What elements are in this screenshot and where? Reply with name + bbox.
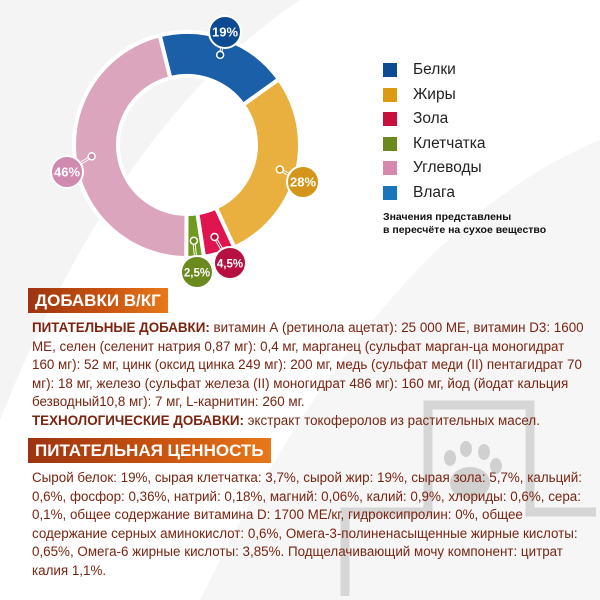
data-label: 4,5% [217,259,243,271]
label-anchor [87,152,96,161]
label-anchor [215,50,225,60]
technological-additives-label: ТЕХНОЛОГИЧЕСКИЕ ДОБАВКИ: [32,412,244,428]
data-label: 2,5% [184,268,210,280]
paw-icon [444,441,502,499]
legend-item: Зола [383,107,485,132]
data-label-badge [180,255,214,289]
donut-slice [213,76,302,251]
legend-label: Клетчатка [413,134,486,152]
nutrition-title: ПИТАТЕЛЬНАЯ ЦЕННОСТЬ [28,438,271,463]
legend-label: Белки [413,61,456,79]
nutritional-additives-text: витамин А (ретинола ацетат): 25 000 МЕ, … [32,320,584,409]
legend-swatch [383,63,397,78]
technological-additives-text: экстракт токоферолов из растительных мас… [243,412,540,428]
legend-item: Углеводы [383,156,485,181]
label-anchor [210,232,219,242]
nutritional-additives-label: ПИТАТЕЛЬНЫЕ ДОБАВКИ: [32,320,210,335]
legend-swatch [383,161,397,176]
cross-paw-watermark [340,400,596,596]
chart-note: Значения представлены в пересчёте на сух… [383,211,546,237]
label-anchor [189,236,199,246]
legend-item: Белки [383,58,485,83]
data-label-badge [50,155,84,189]
data-label: 46% [54,165,80,180]
legend-item: Клетчатка [383,132,485,157]
donut-slice [72,32,189,261]
legend-swatch [383,112,397,127]
legend-label: Зола [413,110,449,128]
additives-text: ПИТАТЕЛЬНЫЕ ДОБАВКИ: витамин А (ретинола… [32,319,588,430]
chart-legend: Белки Жиры Зола Клетчатка Углеводы Влага [383,58,485,205]
legend-swatch [383,87,397,102]
data-label: 28% [290,175,316,190]
legend-swatch [383,185,397,200]
note-line: в пересчёте на сухое вещество [383,224,547,236]
nutrition-text: Сырой белок: 19%, сырая клетчатка: 3,7%,… [32,470,582,578]
data-label-badge [208,15,242,49]
data-label-badge [213,246,247,280]
label-anchor [275,165,285,174]
data-label-badge [286,165,320,199]
note-line: Значения представлены [383,211,512,223]
additives-title: ДОБАВКИ В/КГ [28,288,168,313]
legend-label: Влага [413,183,455,201]
legend-label: Углеводы [413,159,482,177]
data-label: 19% [212,25,238,40]
legend-item: Жиры [383,83,485,108]
donut-chart: 19% 28% 4,5% 2,5% 46% [50,15,320,289]
legend-swatch [383,136,397,151]
legend-label: Жиры [413,85,456,103]
legend-item: Влага [383,181,485,206]
